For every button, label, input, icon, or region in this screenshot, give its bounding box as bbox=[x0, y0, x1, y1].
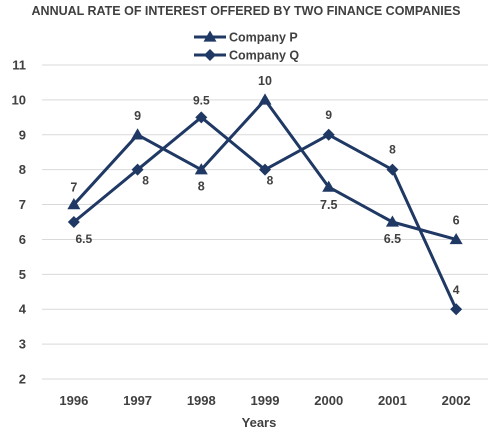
x-tick-label: 2000 bbox=[314, 393, 343, 408]
data-label: 9.5 bbox=[193, 93, 210, 107]
triangle-marker bbox=[131, 128, 145, 140]
x-tick-label: 1999 bbox=[251, 393, 280, 408]
data-label: 9 bbox=[134, 109, 141, 123]
x-tick-label: 1997 bbox=[123, 393, 152, 408]
data-label: 9 bbox=[325, 108, 332, 122]
triangle-marker bbox=[258, 93, 272, 105]
series-layer bbox=[67, 93, 463, 316]
data-label: 8 bbox=[198, 180, 205, 194]
triangle-marker bbox=[385, 215, 399, 227]
data-label: 8 bbox=[142, 174, 149, 188]
diamond-marker bbox=[131, 163, 144, 176]
y-tick-label: 11 bbox=[12, 58, 26, 73]
y-tick-label: 6 bbox=[19, 232, 26, 247]
triangle-marker bbox=[194, 163, 208, 175]
y-tick-label: 5 bbox=[19, 267, 26, 282]
diamond-marker bbox=[195, 111, 208, 124]
series-company-q bbox=[67, 111, 463, 316]
data-label: 8 bbox=[267, 174, 274, 188]
y-tick-label: 2 bbox=[19, 372, 26, 387]
y-tick-label: 10 bbox=[12, 92, 26, 107]
legend-item: Company P bbox=[194, 30, 298, 45]
triangle-marker bbox=[322, 180, 336, 192]
legend-label: Company Q bbox=[229, 49, 299, 63]
data-label: 6.5 bbox=[76, 232, 93, 246]
x-tick-label: 2002 bbox=[442, 393, 471, 408]
data-label: 8 bbox=[389, 143, 396, 157]
x-tick-label: 1996 bbox=[59, 393, 88, 408]
diamond-marker bbox=[67, 216, 80, 228]
data-label: 6 bbox=[453, 213, 460, 227]
x-axis-title: Years bbox=[242, 415, 277, 430]
data-label: 6.5 bbox=[384, 232, 401, 246]
diamond-marker bbox=[386, 163, 399, 176]
y-tick-label: 9 bbox=[19, 127, 26, 142]
x-tick-label: 2001 bbox=[378, 393, 407, 408]
legend-label: Company P bbox=[229, 31, 298, 45]
x-tick-label: 1998 bbox=[187, 393, 216, 408]
diamond-marker bbox=[450, 303, 463, 316]
diamond-marker bbox=[322, 128, 335, 141]
series-company-p bbox=[67, 93, 463, 245]
data-label: 4 bbox=[453, 283, 460, 297]
triangle-marker bbox=[449, 232, 463, 245]
data-label: 7 bbox=[70, 181, 77, 195]
legend: Company P Company Q bbox=[194, 30, 299, 63]
triangle-marker bbox=[203, 30, 217, 42]
legend-item: Company Q bbox=[194, 49, 299, 63]
data-labels: 7 9 8 10 7.5 6.5 6 6.5 8 9.5 8 9 8 4 bbox=[70, 74, 459, 297]
chart-title: ANNUAL RATE OF INTEREST OFFERED BY TWO F… bbox=[32, 4, 461, 18]
data-label: 10 bbox=[258, 74, 272, 88]
diamond-marker bbox=[259, 163, 271, 176]
gridlines bbox=[42, 64, 488, 380]
x-axis-ticks: 1996 1997 1998 1999 2000 2001 2002 bbox=[59, 393, 470, 408]
triangle-marker bbox=[67, 198, 81, 210]
y-axis-ticks: 2 3 4 5 6 7 8 9 10 11 bbox=[12, 58, 27, 387]
series-line bbox=[72, 115, 458, 310]
diamond-marker bbox=[204, 49, 216, 61]
y-tick-label: 7 bbox=[19, 197, 26, 212]
y-tick-label: 8 bbox=[19, 162, 26, 177]
y-tick-label: 4 bbox=[19, 302, 27, 317]
data-label: 7.5 bbox=[320, 198, 337, 212]
y-tick-label: 3 bbox=[19, 337, 26, 352]
